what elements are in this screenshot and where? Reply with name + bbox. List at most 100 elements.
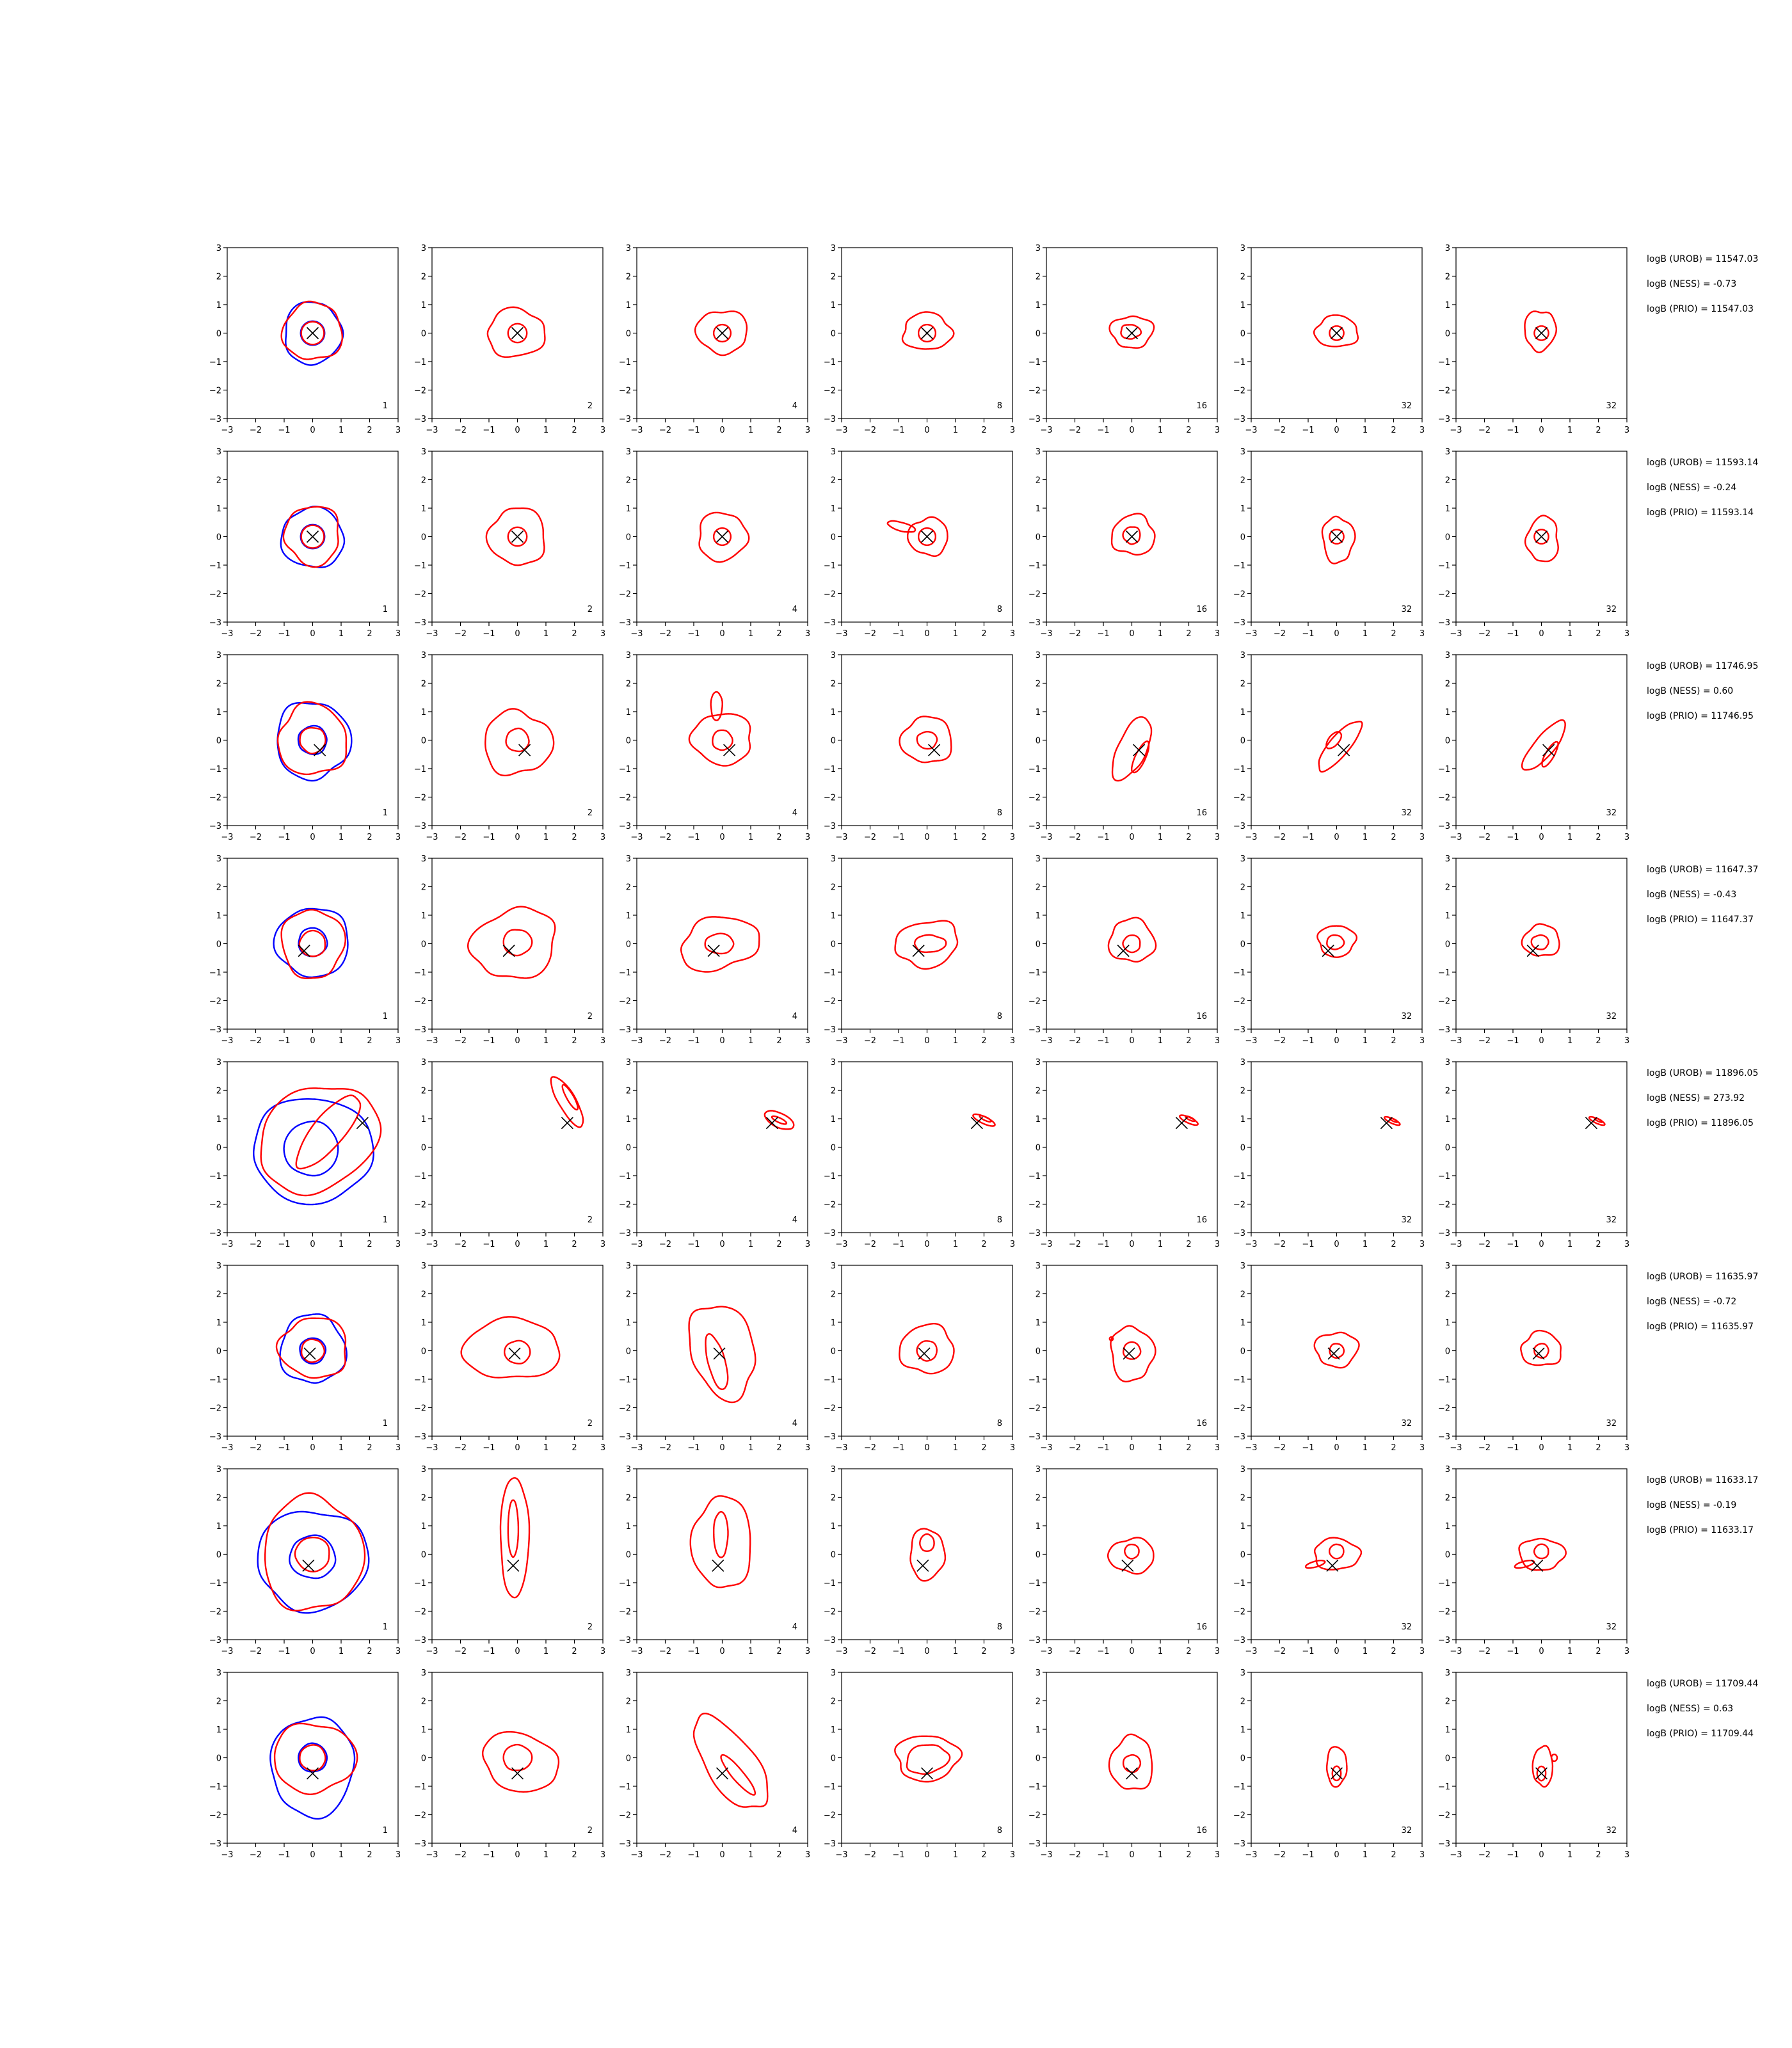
subplot-r1-c1: −3 −2 −1 0 1 2 3 −3 −2 −1 0 1 2 3 1 bbox=[209, 244, 401, 435]
x-tick-label: −3 bbox=[630, 833, 643, 842]
red-contour-1 bbox=[907, 516, 948, 557]
blue-contour-1 bbox=[280, 506, 346, 568]
y-tick-label: −3 bbox=[1028, 1025, 1041, 1035]
contour-group bbox=[275, 1313, 348, 1384]
red-contour-2 bbox=[1131, 740, 1150, 774]
row-8: −3 −2 −1 0 1 2 3 −3 −2 −1 0 1 2 3 1 −3 −2 −1 0 1 2 3 −3 −2 −1 0 1 2… bbox=[209, 1668, 1759, 1860]
y-tick-label: 0 bbox=[626, 940, 631, 950]
x-tick-label: 2 bbox=[1391, 1647, 1396, 1656]
y-tick-label: 3 bbox=[216, 244, 221, 253]
y-tick-label: 3 bbox=[831, 244, 836, 253]
x-tick-label: 0 bbox=[1129, 1036, 1134, 1046]
y-tick-label: 3 bbox=[626, 1668, 631, 1678]
y-tick-label: −2 bbox=[414, 1404, 426, 1414]
panel-label: 8 bbox=[997, 1826, 1002, 1836]
y-tick-label: −3 bbox=[824, 1025, 836, 1035]
y-tick-label: 3 bbox=[626, 447, 631, 457]
y-tick-label: 2 bbox=[626, 680, 631, 689]
red-contour-1 bbox=[1326, 1746, 1348, 1788]
x-tick-label: 3 bbox=[600, 1850, 605, 1860]
contour-group bbox=[894, 1735, 963, 1783]
x-tick-label: 1 bbox=[1363, 1647, 1368, 1656]
red-contour-2 bbox=[264, 1492, 366, 1612]
x-tick-label: −1 bbox=[483, 1036, 495, 1046]
x-tick-label: 1 bbox=[543, 629, 548, 639]
x-tick-label: −1 bbox=[278, 833, 290, 842]
y-tick-label: −3 bbox=[1233, 415, 1245, 424]
blue-contour-3 bbox=[299, 1337, 327, 1364]
red-contour-2 bbox=[1124, 1544, 1140, 1560]
red-contour-1 bbox=[1107, 916, 1157, 963]
subplot-r7-c3: −3 −2 −1 0 1 2 3 −3 −2 −1 0 1 2 3 4 bbox=[619, 1465, 810, 1656]
x-tick-label: −3 bbox=[426, 426, 438, 435]
x-tick-label: 3 bbox=[1010, 1647, 1015, 1656]
x-tick-label: 3 bbox=[805, 1850, 810, 1860]
y-tick-label: −2 bbox=[1028, 997, 1041, 1007]
red-contour-1 bbox=[894, 920, 959, 970]
y-tick-label: 0 bbox=[421, 940, 426, 950]
x-tick-label: −2 bbox=[1478, 426, 1491, 435]
y-tick-label: 1 bbox=[831, 1318, 836, 1328]
x-tick-label: −1 bbox=[1097, 629, 1109, 639]
y-tick-label: −2 bbox=[414, 1201, 426, 1210]
contour-group bbox=[970, 1113, 996, 1130]
x-tick-label: −3 bbox=[835, 426, 847, 435]
panel-label: 1 bbox=[383, 1622, 388, 1632]
y-tick-label: 0 bbox=[216, 1551, 221, 1560]
stat-text-3: logB (PRIO) = 11633.17 bbox=[1647, 1525, 1754, 1535]
x-tick-label: −2 bbox=[454, 1850, 467, 1860]
subplot-r5-c4: −3 −2 −1 0 1 2 3 −3 −2 −1 0 1 2 3 8 bbox=[824, 1058, 1015, 1249]
y-tick-label: −1 bbox=[1233, 1782, 1245, 1792]
x-tick-label: 3 bbox=[396, 1036, 401, 1046]
y-tick-label: −1 bbox=[209, 561, 221, 571]
red-contour-1 bbox=[485, 507, 545, 566]
y-tick-label: 3 bbox=[1036, 1261, 1041, 1271]
red-contour-2 bbox=[1304, 1560, 1326, 1569]
x-marker bbox=[713, 1347, 726, 1360]
y-tick-label: 0 bbox=[626, 1347, 631, 1357]
panel-label: 32 bbox=[1606, 1622, 1617, 1632]
subplot-r8-c1: −3 −2 −1 0 1 2 3 −3 −2 −1 0 1 2 3 1 bbox=[209, 1668, 401, 1860]
panel-label: 32 bbox=[1606, 605, 1617, 614]
y-tick-label: 0 bbox=[831, 330, 836, 339]
subplot-r2-c7: −3 −2 −1 0 1 2 3 −3 −2 −1 0 1 2 3 32 bbox=[1438, 447, 1629, 639]
contour-group bbox=[909, 1528, 947, 1582]
x-tick-label: 0 bbox=[310, 1443, 315, 1453]
x-tick-label: −1 bbox=[1097, 1036, 1109, 1046]
x-tick-label: 3 bbox=[1215, 1850, 1220, 1860]
x-tick-label: 3 bbox=[600, 833, 605, 842]
x-tick-label: −1 bbox=[1097, 833, 1109, 842]
subplot-r5-c5: −3 −2 −1 0 1 2 3 −3 −2 −1 0 1 2 3 16 bbox=[1028, 1058, 1220, 1249]
x-tick-label: −1 bbox=[278, 1647, 290, 1656]
y-tick-label: −2 bbox=[1233, 1608, 1245, 1617]
red-contour-2 bbox=[502, 929, 533, 957]
red-contour-1 bbox=[486, 306, 546, 358]
x-tick-label: 3 bbox=[396, 1850, 401, 1860]
x-tick-label: 0 bbox=[719, 833, 724, 842]
x-tick-label: −2 bbox=[659, 1443, 671, 1453]
x-tick-label: 3 bbox=[1624, 1850, 1629, 1860]
x-tick-label: −2 bbox=[864, 426, 876, 435]
y-tick-label: 1 bbox=[626, 1115, 631, 1124]
x-tick-label: −2 bbox=[659, 833, 671, 842]
y-tick-label: 2 bbox=[1445, 1290, 1450, 1300]
x-tick-label: 1 bbox=[339, 1850, 344, 1860]
x-tick-label: 3 bbox=[1215, 1443, 1220, 1453]
y-tick-label: 3 bbox=[1036, 651, 1041, 660]
x-tick-label: 0 bbox=[719, 1647, 724, 1656]
y-tick-label: −2 bbox=[1438, 1811, 1450, 1821]
y-tick-label: −3 bbox=[1438, 1229, 1450, 1238]
x-tick-label: 0 bbox=[1539, 1443, 1544, 1453]
y-tick-label: 1 bbox=[1036, 708, 1041, 717]
red-contour-3 bbox=[1550, 1754, 1558, 1762]
red-contour-1 bbox=[1524, 310, 1557, 353]
y-tick-label: −1 bbox=[619, 561, 631, 571]
x-tick-label: −3 bbox=[221, 1036, 233, 1046]
x-tick-label: 0 bbox=[924, 629, 929, 639]
x-tick-label: −3 bbox=[1040, 426, 1052, 435]
x-tick-label: −3 bbox=[1245, 426, 1257, 435]
y-tick-label: 1 bbox=[216, 301, 221, 310]
row-1: −3 −2 −1 0 1 2 3 −3 −2 −1 0 1 2 3 1 −3 −2 −1 0 1 2 3 −3 −2 −1 0 1 2… bbox=[209, 244, 1759, 435]
x-tick-label: 3 bbox=[1215, 1647, 1220, 1656]
y-tick-label: 1 bbox=[626, 708, 631, 717]
